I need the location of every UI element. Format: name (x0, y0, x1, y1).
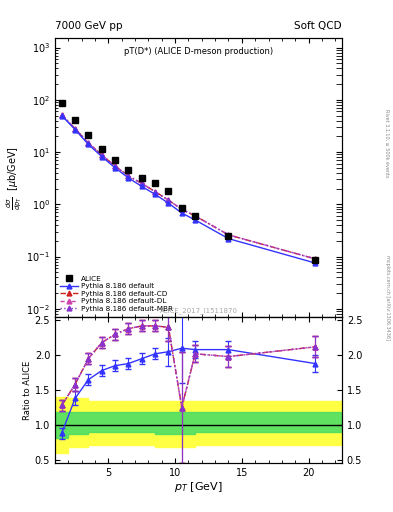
ALICE (59, 100, 64, 106)
Text: Rivet 3.1.10, ≥ 500k events: Rivet 3.1.10, ≥ 500k events (385, 109, 389, 178)
ALICE (73, 116, 77, 122)
Text: mcplots.cern.ch [arXiv:1306.3436]: mcplots.cern.ch [arXiv:1306.3436] (385, 254, 389, 339)
ALICE (153, 180, 158, 186)
ALICE (86, 132, 91, 138)
ALICE (140, 175, 144, 181)
ALICE (126, 167, 131, 173)
ALICE (113, 157, 118, 163)
ALICE (166, 188, 171, 194)
ALICE (99, 146, 104, 152)
Y-axis label: $\frac{d\sigma}{dp_T}$  [$\mu$b/GeV]: $\frac{d\sigma}{dp_T}$ [$\mu$b/GeV] (4, 145, 24, 209)
ALICE (193, 213, 198, 219)
Text: Soft QCD: Soft QCD (294, 20, 342, 31)
Text: ALICE_2017_I1511870: ALICE_2017_I1511870 (160, 307, 237, 314)
X-axis label: $p_T$ [GeV]: $p_T$ [GeV] (174, 480, 223, 494)
Line: ALICE: ALICE (59, 100, 318, 263)
ALICE (180, 205, 184, 211)
Y-axis label: Ratio to ALICE: Ratio to ALICE (23, 360, 32, 420)
ALICE (313, 257, 318, 263)
ALICE (226, 232, 231, 239)
Text: 7000 GeV pp: 7000 GeV pp (55, 20, 123, 31)
Legend: ALICE, Pythia 8.186 default, Pythia 8.186 default-CD, Pythia 8.186 default-DL, P: ALICE, Pythia 8.186 default, Pythia 8.18… (59, 274, 174, 313)
Text: pT(D*) (ALICE D-meson production): pT(D*) (ALICE D-meson production) (124, 47, 273, 56)
